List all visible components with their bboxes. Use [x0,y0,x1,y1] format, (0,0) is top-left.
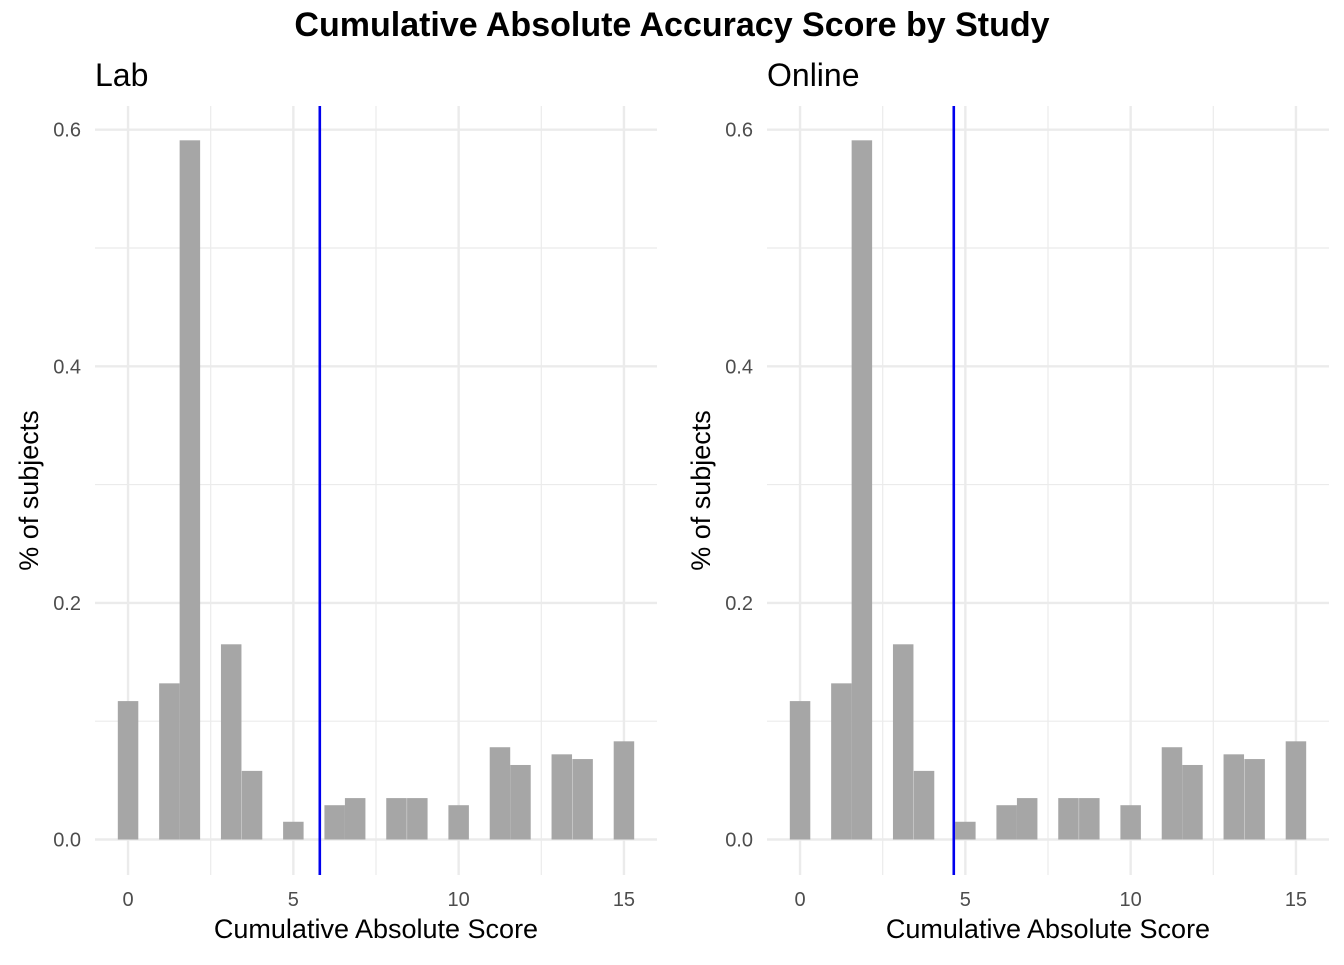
x-tick-label: 0 [794,889,805,911]
x-tick-label: 10 [1120,889,1142,911]
histogram-bar [1244,759,1265,840]
histogram-bar [489,747,511,840]
histogram-bar [510,764,531,840]
histogram-bar [1079,798,1100,840]
histogram-bar [283,821,304,840]
y-tick-label: 0.0 [725,830,753,852]
y-tick-label: 0.6 [725,120,753,142]
histogram-bar [955,821,976,840]
y-axis-title: % of subjects [686,410,716,571]
x-tick-label: 15 [613,889,635,911]
x-tick-label: 15 [1285,889,1307,911]
histogram-bar [831,683,852,840]
histogram-bar [572,759,593,840]
histogram-bar [117,701,139,840]
histogram-bar [1120,805,1141,840]
histogram-bar [448,805,469,840]
histogram-bar [220,644,242,840]
histogram-bar [892,644,914,840]
panel-title: Lab [95,57,148,93]
y-tick-label: 0.4 [53,356,81,378]
histogram-bar [1016,798,1038,840]
histogram-bar [241,770,263,840]
histogram-bar [386,798,407,840]
histogram-bar [996,805,1017,840]
y-tick-label: 0.6 [53,120,81,142]
panel-title: Online [767,57,860,93]
histogram-bar [179,140,201,840]
x-tick-label: 10 [448,889,470,911]
x-tick-label: 5 [288,889,299,911]
histogram-bar [344,798,366,840]
panel-online: 0 5 10 15 0.0 0.2 0.4 0.6 Online Cumulative Absol… [686,57,1329,944]
histogram-bar [551,754,573,840]
panel-lab: 0 5 10 15 0.0 0.2 0.4 0.6 Lab Cumulative Absolute… [14,57,657,944]
histogram-bar [407,798,428,840]
y-axis-title: % of subjects [14,410,44,571]
histogram-bar [324,805,345,840]
histogram-bar [1223,754,1245,840]
histogram-bar [913,770,935,840]
histogram-bar [851,140,873,840]
chart-title: Cumulative Absolute Accuracy Score by St… [294,6,1049,44]
x-tick-label: 0 [122,889,133,911]
x-axis-title: Cumulative Absolute Score [214,914,538,944]
histogram-bar [1058,798,1079,840]
y-tick-label: 0.2 [53,593,81,615]
y-tick-label: 0.0 [53,830,81,852]
histogram-bar [1161,747,1183,840]
y-tick-label: 0.4 [725,356,753,378]
histogram-bar [613,741,635,840]
y-tick-label: 0.2 [725,593,753,615]
histogram-bar [159,683,180,840]
histogram-bar [1182,764,1203,840]
x-tick-label: 5 [960,889,971,911]
histogram-bar [1285,741,1307,840]
histogram-bar [789,701,811,840]
x-axis-title: Cumulative Absolute Score [886,914,1210,944]
